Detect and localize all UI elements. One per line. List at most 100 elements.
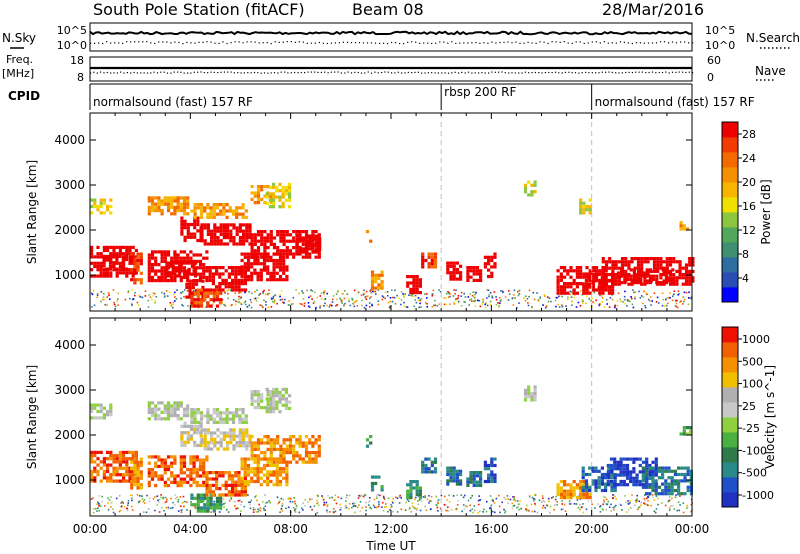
range-gate-cell: [136, 265, 140, 269]
nsearch-point: [383, 42, 385, 44]
range-gate-cell: [582, 208, 586, 212]
range-gate-cell: [99, 264, 103, 269]
scatter-cell: [177, 498, 180, 501]
range-gate-cell: [679, 227, 683, 231]
range-gate-cell: [237, 272, 241, 276]
range-gate-cell: [418, 291, 422, 295]
range-gate-cell: [250, 265, 254, 269]
nsearch-point: [623, 41, 625, 43]
scatter-cell: [513, 496, 515, 498]
scatter-cell: [316, 502, 318, 505]
range-gate-cell: [619, 473, 623, 477]
range-gate-cell: [285, 255, 289, 259]
scatter-cell: [120, 502, 122, 504]
range-gate-cell: [215, 474, 219, 478]
nave-point: [360, 72, 363, 74]
range-gate-cell: [102, 416, 106, 420]
range-gate-cell: [195, 468, 199, 472]
range-gate-cell: [466, 266, 470, 270]
range-gate-cell: [96, 245, 100, 249]
scatter-cell: [212, 303, 214, 305]
range-gate-cell: [166, 477, 171, 481]
scatter-cell: [473, 505, 476, 507]
nave-tick-low: 0: [707, 71, 714, 84]
range-gate-cell: [652, 266, 657, 270]
nave-point: [692, 72, 694, 74]
scatter-cell: [391, 500, 394, 503]
range-gate-cell: [231, 493, 235, 497]
range-gate-cell: [170, 205, 174, 209]
nave-point: [334, 71, 336, 73]
range-gate-cell: [109, 409, 113, 414]
range-gate-cell: [238, 206, 242, 210]
range-gate-cell: [96, 469, 100, 474]
range-gate-cell: [147, 263, 151, 267]
scatter-cell: [595, 299, 597, 302]
velocity-ylabel: Slant Range [km]: [25, 365, 39, 469]
range-gate-cell: [625, 467, 630, 471]
range-gate-cell: [229, 239, 233, 243]
range-gate-cell: [229, 441, 233, 445]
range-gate-cell: [298, 247, 303, 251]
range-gate-cell: [90, 248, 94, 253]
range-gate-cell: [131, 476, 135, 480]
scatter-cell: [538, 300, 540, 302]
range-gate-cell: [661, 492, 665, 496]
range-gate-cell: [469, 269, 473, 273]
range-gate-cell: [206, 509, 210, 513]
range-gate-cell: [189, 222, 194, 227]
range-gate-cell: [93, 198, 97, 202]
scatter-cell: [610, 503, 612, 506]
scatter-cell: [585, 508, 588, 511]
range-gate-cell: [455, 261, 459, 265]
range-gate-cell: [260, 393, 264, 397]
scatter-cell: [363, 306, 366, 309]
range-gate-cell: [266, 246, 270, 250]
range-gate-cell: [645, 492, 649, 496]
range-gate-cell: [285, 444, 289, 448]
range-gate-cell: [301, 239, 305, 243]
range-gate-cell: [192, 464, 196, 468]
range-gate-cell: [256, 274, 260, 279]
nsearch-point: [483, 42, 485, 44]
scatter-cell: [147, 299, 150, 302]
range-gate-cell: [282, 451, 286, 455]
range-gate-cell: [238, 441, 242, 445]
range-gate-cell: [248, 232, 252, 236]
range-gate-cell: [102, 469, 106, 474]
scatter-cell: [90, 292, 93, 295]
range-gate-cell: [166, 464, 171, 468]
scatter-cell: [251, 292, 253, 295]
scatter-cell: [582, 302, 584, 304]
scatter-cell: [655, 495, 658, 497]
range-gate-cell: [202, 464, 206, 468]
nave-point: [661, 71, 664, 74]
range-gate-cell: [527, 388, 531, 392]
range-gate-cell: [210, 434, 214, 438]
range-gate-cell: [130, 483, 134, 487]
range-gate-cell: [157, 269, 161, 273]
range-gate-cell: [598, 278, 602, 282]
colorbar-tick-label: 8: [742, 248, 749, 261]
range-gate-cell: [682, 429, 686, 433]
range-gate-cell: [170, 275, 174, 279]
scatter-cell: [353, 502, 356, 505]
range-gate-cell: [150, 263, 155, 267]
scatter-cell: [364, 296, 366, 299]
nave-point: [357, 71, 359, 74]
scatter-cell: [293, 500, 296, 503]
range-gate-cell: [636, 269, 641, 273]
scatter-cell: [396, 497, 399, 499]
scatter-cell: [457, 300, 460, 303]
range-gate-cell: [193, 301, 197, 305]
range-gate-cell: [472, 483, 476, 487]
scatter-cell: [254, 291, 256, 293]
range-gate-cell: [629, 457, 633, 461]
range-gate-cell: [128, 245, 132, 249]
range-gate-cell: [96, 268, 100, 272]
range-gate-cell: [317, 435, 321, 439]
range-gate-cell: [186, 468, 190, 472]
range-gate-cell: [678, 260, 682, 264]
scatter-cell: [612, 506, 615, 509]
range-gate-cell: [224, 282, 228, 286]
